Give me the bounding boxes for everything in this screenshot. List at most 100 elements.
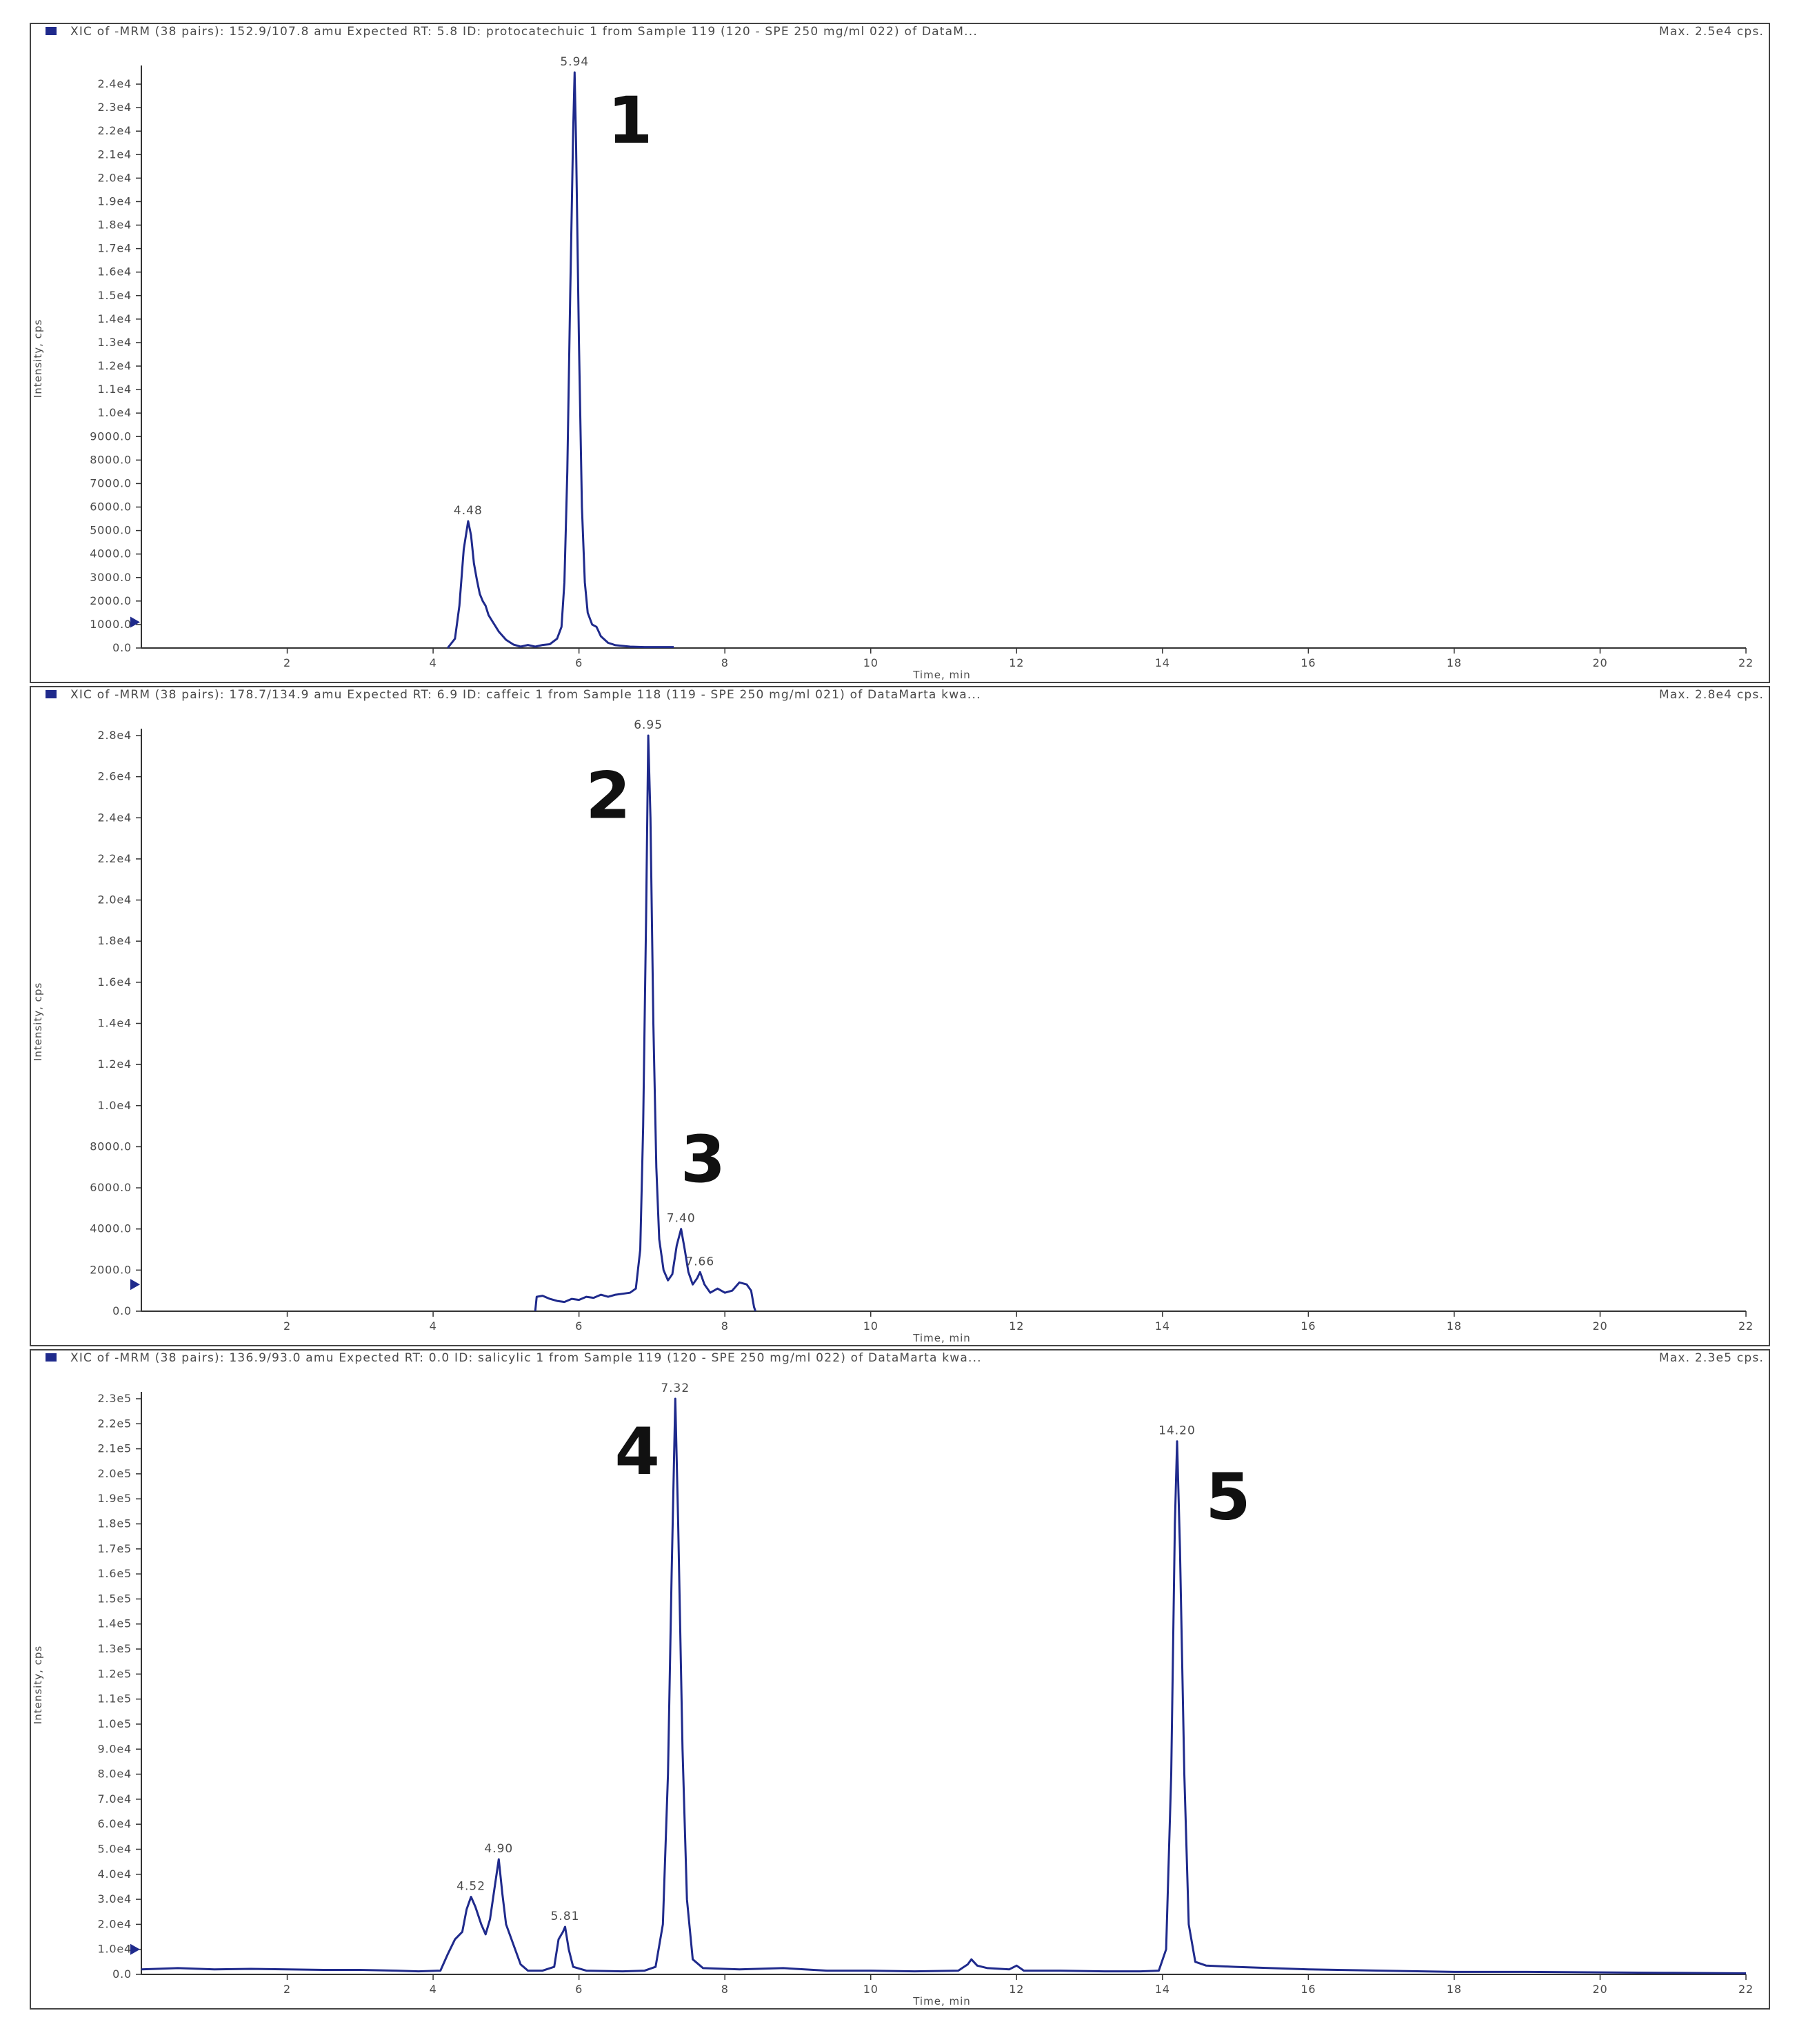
y-tick-label: 3.0e4 (98, 1892, 132, 1905)
y-tick-label: 2.2e5 (98, 1417, 132, 1430)
y-tick-label: 1.7e5 (98, 1542, 132, 1555)
chromatogram-panel-1: XIC of -MRM (38 pairs): 152.9/107.8 amu … (30, 23, 1770, 683)
x-tick-label: 2 (283, 1983, 291, 1996)
peak-number-annotation: 1 (608, 83, 652, 159)
peak-label: 7.66 (685, 1255, 714, 1268)
peak-label: 14.20 (1158, 1424, 1196, 1438)
y-tick-label: 9.0e4 (98, 1742, 132, 1755)
y-tick-label: 0.0 (112, 641, 132, 654)
y-axis-title: Intensity, cps (32, 319, 44, 398)
y-tick-label: 2.8e4 (98, 729, 132, 742)
y-tick-label: 1.6e5 (98, 1567, 132, 1580)
y-tick-label: 8.0e4 (98, 1768, 132, 1781)
x-tick-label: 6 (575, 656, 583, 669)
peak-number-annotation: 4 (615, 1415, 660, 1490)
y-tick-label: 2.0e4 (98, 893, 132, 907)
peak-number-annotation: 3 (681, 1122, 725, 1197)
y-tick-label: 1.7e4 (98, 242, 132, 255)
max-intensity-label: Max. 2.3e5 cps. (1659, 1351, 1764, 1365)
y-tick-label: 1.3e5 (98, 1642, 132, 1655)
y-tick-label: 9000.0 (90, 429, 132, 443)
y-tick-label: 1.4e4 (98, 312, 132, 325)
y-tick-label: 1000.0 (90, 618, 132, 631)
x-tick-label: 6 (575, 1983, 583, 1996)
x-tick-label: 2 (283, 1319, 291, 1333)
x-tick-label: 18 (1447, 1319, 1462, 1333)
legend-swatch-icon (46, 690, 57, 698)
baseline-marker-icon (130, 1279, 140, 1291)
x-tick-label: 20 (1592, 1983, 1607, 1996)
y-tick-label: 1.9e5 (98, 1492, 132, 1505)
plot-area: 0.0 1.0e4 2.0e4 3.0e4 4.0e4 5.0e4 6.0e4 7.0e4 8.… (98, 1382, 1754, 1996)
peak-label: 5.94 (560, 55, 589, 69)
y-tick-label: 0.0 (112, 1304, 132, 1317)
x-tick-label: 16 (1301, 1319, 1316, 1333)
x-tick-label: 16 (1301, 1983, 1316, 1996)
y-tick-label: 2.2e4 (98, 124, 132, 137)
y-tick-label: 2.0e4 (98, 1917, 132, 1930)
x-tick-label: 10 (863, 1319, 879, 1333)
max-intensity-label: Max. 2.8e4 cps. (1659, 688, 1764, 702)
x-tick-label: 10 (863, 1983, 879, 1996)
plot-area: 0.0 1000.0 2000.0 3000.0 4000.0 5000.0 6000.0 7… (90, 55, 1753, 669)
y-tick-label: 1.3e4 (98, 336, 132, 349)
x-axis-title: Time, min (912, 669, 971, 681)
x-tick-label: 18 (1447, 1983, 1462, 1996)
peak-label: 7.32 (661, 1382, 690, 1395)
panel-frame (30, 23, 1770, 683)
y-tick-label: 2.4e4 (98, 811, 132, 824)
x-tick-label: 14 (1155, 1983, 1170, 1996)
chromatogram-trace (141, 1397, 1747, 1974)
y-tick-label: 1.6e4 (98, 975, 132, 989)
x-tick-label: 14 (1155, 1319, 1170, 1333)
legend-swatch-icon (46, 1353, 57, 1362)
y-tick-label: 6000.0 (90, 1181, 132, 1194)
y-tick-label: 1.0e4 (98, 1099, 132, 1112)
y-tick-label: 7.0e4 (98, 1792, 132, 1805)
y-tick-label: 2.4e4 (98, 77, 132, 90)
y-tick-label: 1.2e4 (98, 1058, 132, 1071)
x-tick-label: 2 (283, 656, 291, 669)
x-tick-label: 14 (1155, 656, 1170, 669)
y-tick-label: 1.5e4 (98, 289, 132, 302)
y-tick-label: 2.3e4 (98, 101, 132, 114)
x-tick-label: 20 (1592, 656, 1607, 669)
panel-title: XIC of -MRM (38 pairs): 136.9/93.0 amu E… (70, 1351, 982, 1365)
x-tick-label: 4 (430, 656, 437, 669)
y-tick-label: 1.0e4 (98, 1943, 132, 1956)
panel-frame (30, 686, 1770, 1346)
x-tick-label: 20 (1592, 1319, 1607, 1333)
y-tick-label: 6000.0 (90, 500, 132, 514)
x-tick-label: 12 (1009, 656, 1024, 669)
y-tick-label: 1.1e4 (98, 383, 132, 396)
panel-frame (30, 1349, 1770, 2010)
y-tick-label: 6.0e4 (98, 1817, 132, 1830)
y-tick-label: 0.0 (112, 1967, 132, 1981)
x-tick-label: 4 (430, 1983, 437, 1996)
peak-number-annotation: 2 (585, 758, 630, 833)
peak-label: 4.48 (454, 504, 483, 518)
baseline-marker-icon (130, 616, 140, 628)
y-tick-label: 3000.0 (90, 571, 132, 584)
x-tick-label: 10 (863, 656, 879, 669)
y-tick-label: 2000.0 (90, 594, 132, 607)
y-tick-label: 1.2e4 (98, 359, 132, 372)
x-axis-title: Time, min (912, 1995, 971, 2007)
peak-label: 5.81 (551, 1910, 580, 1923)
baseline-marker-icon (130, 1943, 140, 1955)
y-tick-label: 4000.0 (90, 1222, 132, 1235)
peak-label: 6.95 (634, 718, 663, 732)
legend-swatch-icon (46, 27, 57, 35)
y-tick-label: 4.0e4 (98, 1868, 132, 1881)
y-tick-label: 8000.0 (90, 453, 132, 466)
y-tick-label: 1.0e4 (98, 406, 132, 419)
y-tick-label: 2.0e5 (98, 1467, 132, 1480)
peak-label: 7.40 (667, 1212, 696, 1226)
x-tick-label: 6 (575, 1319, 583, 1333)
x-tick-label: 12 (1009, 1983, 1024, 1996)
plot-area: 0.0 2000.0 4000.0 6000.0 8000.0 1.0e4 1.2e4 1.4… (90, 718, 1753, 1333)
y-tick-label: 1.8e4 (98, 934, 132, 947)
chromatogram-trace (447, 71, 674, 649)
y-tick-label: 5000.0 (90, 524, 132, 537)
